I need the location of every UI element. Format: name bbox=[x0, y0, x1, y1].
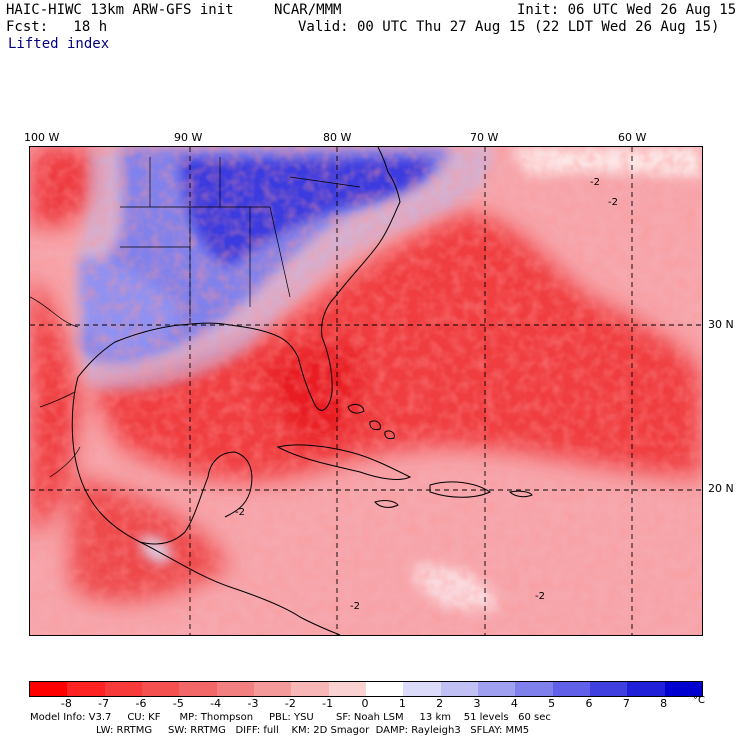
colorbar-tick-label: 8 bbox=[660, 697, 668, 710]
contour-label: -2 bbox=[350, 601, 360, 612]
contour-label: -2 bbox=[608, 197, 618, 208]
valid-time: Valid: 00 UTC Thu 27 Aug 15 (22 LDT Wed … bbox=[298, 19, 720, 35]
colorbar-bin bbox=[141, 682, 180, 696]
colorbar-bin bbox=[104, 682, 142, 696]
colorbar-tick-label: 0 bbox=[361, 697, 369, 710]
colorbar-bin bbox=[253, 682, 292, 696]
colorbar-bin bbox=[664, 682, 702, 696]
colorbar-bin bbox=[216, 682, 254, 696]
colorbar-bin bbox=[179, 682, 217, 696]
colorbar-bin bbox=[328, 682, 366, 696]
convective-speckle bbox=[30, 147, 702, 635]
colorbar-bin bbox=[627, 682, 665, 696]
contour-label: -2 bbox=[590, 177, 600, 188]
colorbar-bin bbox=[67, 682, 105, 696]
colorbar-tick-label: -5 bbox=[172, 697, 184, 710]
lifted-index-map: -2 -2 -2 -2 -2 bbox=[29, 146, 703, 636]
colorbar-tick-label: 6 bbox=[585, 697, 593, 710]
hispaniola-coast bbox=[429, 481, 492, 498]
lon-label-70w: 70 W bbox=[470, 131, 499, 144]
lon-label-60w: 60 W bbox=[618, 131, 647, 144]
colorbar-tick-label: -7 bbox=[98, 697, 110, 710]
lon-label-100w: 100 W bbox=[24, 131, 60, 144]
colorbar-tick-label: 5 bbox=[548, 697, 556, 710]
graticule bbox=[30, 147, 702, 635]
colorbar-tick-label: 2 bbox=[436, 697, 444, 710]
yucatan-coast bbox=[207, 451, 253, 518]
colorbar-tick-label: -4 bbox=[210, 697, 222, 710]
mexico-states bbox=[30, 296, 81, 478]
state-borders bbox=[120, 157, 361, 317]
coastlines bbox=[30, 147, 533, 635]
lat-label-20n: 20 N bbox=[708, 482, 734, 495]
colorbar-bin bbox=[552, 682, 590, 696]
colorbar-bin bbox=[30, 682, 68, 696]
puerto-rico-coast bbox=[508, 490, 533, 498]
model-title: HAIC-HIWC 13km ARW-GFS init bbox=[6, 2, 234, 18]
colorbar-bin bbox=[291, 682, 329, 696]
colorbar-tick-label: 7 bbox=[622, 697, 630, 710]
contour-label: -2 bbox=[235, 507, 245, 518]
colorbar-bin bbox=[515, 682, 553, 696]
bahamas-islands bbox=[347, 403, 395, 440]
us-gulf-coast bbox=[77, 147, 401, 411]
colorbar-unit: °C bbox=[693, 695, 705, 706]
colorbar-tick-label: -6 bbox=[135, 697, 147, 710]
map-canvas: -2 -2 -2 -2 -2 bbox=[30, 147, 702, 635]
colorbar-bin bbox=[403, 682, 441, 696]
central-america-coast bbox=[139, 541, 341, 635]
colorbar-bin bbox=[365, 682, 404, 696]
init-time: Init: 06 UTC Wed 26 Aug 15 bbox=[517, 2, 737, 18]
cuba-coast bbox=[276, 444, 412, 480]
colorbar-tick-label: -1 bbox=[322, 697, 334, 710]
colorbar-tick-label: 1 bbox=[398, 697, 406, 710]
lon-label-80w: 80 W bbox=[323, 131, 352, 144]
model-info-line1: Model Info: V3.7 CU: KF MP: Thompson PBL… bbox=[30, 712, 551, 723]
contour-label: -2 bbox=[535, 591, 545, 602]
model-info-line2: LW: RRTMG SW: RRTMG DIFF: full KM: 2D Sm… bbox=[96, 725, 530, 736]
colorbar-bin bbox=[589, 682, 628, 696]
colorbar bbox=[29, 681, 703, 697]
lat-label-30n: 30 N bbox=[708, 318, 734, 331]
jamaica-coast bbox=[374, 500, 399, 508]
colorbar-tick-label: -3 bbox=[247, 697, 259, 710]
forecast-hour: Fcst: 18 h bbox=[6, 19, 108, 35]
mexico-gulf-coast bbox=[71, 376, 209, 545]
field-name: Lifted index bbox=[8, 36, 110, 52]
colorbar-tick-label: 4 bbox=[510, 697, 518, 710]
colorbar-bin bbox=[477, 682, 516, 696]
colorbar-bin bbox=[440, 682, 478, 696]
colorbar-tick-label: -8 bbox=[60, 697, 72, 710]
lon-label-90w: 90 W bbox=[174, 131, 203, 144]
organization: NCAR/MMM bbox=[274, 2, 342, 18]
contour-labels: -2 -2 -2 -2 -2 bbox=[235, 177, 618, 612]
colorbar-tick-label: 3 bbox=[473, 697, 481, 710]
colorbar-tick-label: -2 bbox=[284, 697, 296, 710]
